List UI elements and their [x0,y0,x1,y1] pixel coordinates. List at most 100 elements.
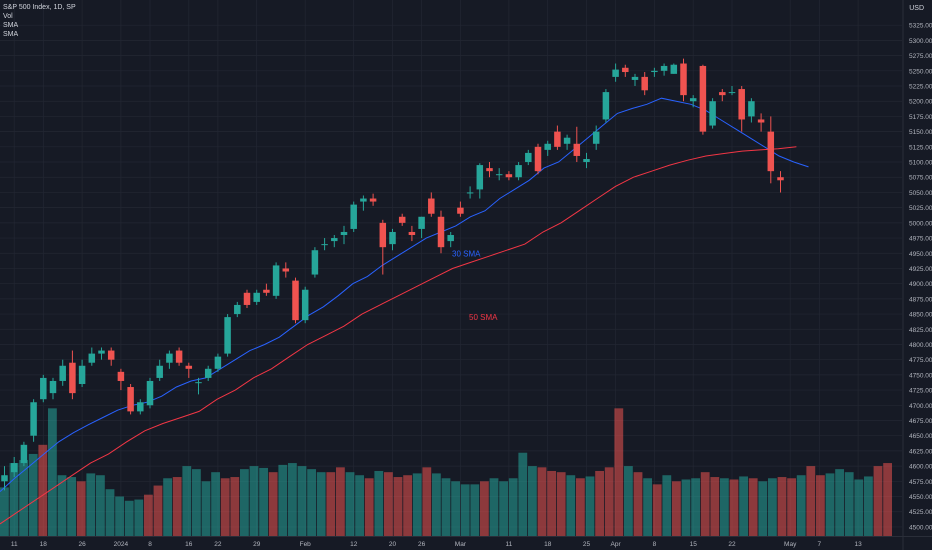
candle-body [554,131,561,147]
candle-body [137,402,144,412]
volume-bar [345,472,355,536]
x-tick-label: 16 [185,541,193,548]
candle-body [204,368,212,378]
y-tick-label: 4825.00 [909,327,932,334]
candle-body [1,475,8,482]
volume-bar [105,489,115,536]
x-tick-label: 13 [854,541,862,548]
y-tick-label: 5100.00 [909,160,932,167]
candle-body [214,356,222,369]
y-tick-label: 5000.00 [909,220,932,227]
volume-bar [211,472,220,536]
sma30-line [0,97,809,492]
volume-bar [499,481,508,536]
candle-body [156,365,163,378]
candle-body [175,350,183,363]
volume-bar [393,477,403,536]
candle-body [428,198,435,214]
candle-body [185,365,193,369]
candle-body [20,444,28,464]
volume-bar [307,469,316,536]
volume-bar [422,467,432,536]
volume-bar [748,478,758,536]
y-tick-label: 5225.00 [909,84,932,91]
candle-body [379,222,387,248]
candle-body [583,158,590,163]
candle-body [544,143,551,150]
volume-bar [864,476,873,536]
y-tick-label: 4775.00 [909,357,932,364]
volume-bar [201,481,211,536]
candle-body [146,380,154,406]
volume-bar [825,473,835,536]
candle-body [107,350,115,360]
y-tick-label: 4925.00 [909,266,932,273]
y-tick-label: 5325.00 [909,23,932,30]
candle-body [651,70,658,73]
y-tick-label: 5050.00 [909,190,932,197]
volume-bar [595,470,604,536]
volume-bar [326,472,336,536]
volume-bar [240,469,249,536]
candle-body [495,174,503,176]
candle-body [389,231,396,245]
candle-body [525,152,532,163]
candle-body [447,235,454,242]
candle-body [369,198,377,202]
volume-bar [576,478,585,536]
y-tick-label: 5300.00 [909,38,932,45]
y-tick-label: 4700.00 [909,403,932,410]
volume-bar [412,473,422,536]
volume-bar [441,478,451,536]
volume-bar [220,478,230,536]
volume-bar [144,494,153,536]
y-tick-label: 4875.00 [909,296,932,303]
volume-bar [451,481,460,536]
candle-body [757,119,765,123]
x-tick-label: 20 [389,541,397,548]
x-tick-label: May [784,541,797,548]
x-tick-label: 29 [253,541,261,548]
currency-label[interactable]: USD [909,5,924,12]
y-tick-label: 5250.00 [909,68,932,75]
x-tick-label: 26 [78,541,86,548]
candle-body [88,353,96,363]
volume-bar [268,472,278,536]
candle-body [719,92,726,96]
volume-bar [633,472,643,536]
y-tick-label: 4550.00 [909,494,932,501]
y-tick-label: 4900.00 [909,281,932,288]
y-tick-label: 5175.00 [909,114,932,121]
candle-body [301,289,309,321]
candle-body [767,131,775,172]
candle-body [272,265,280,296]
volume-bar [134,499,144,536]
candle-body [98,350,105,354]
volume-bar [249,466,259,536]
candle-body [350,204,357,229]
volume-bar [76,481,86,536]
volume-bar [547,470,556,536]
volume-bar [470,484,480,536]
x-tick-label: 15 [690,541,698,548]
candle-body [602,92,610,120]
volume-bar [0,487,9,536]
volume-bar [585,476,595,536]
candle-body [253,292,260,302]
volume-bar [691,478,700,536]
candle-body [592,131,600,144]
volume-bar [806,466,816,536]
volume-bar [192,469,201,536]
volume-bar [38,444,48,536]
sma30-annotation: 30 SMA [452,249,481,258]
volume-bar [883,463,892,536]
candle-body [282,268,290,272]
volume-bar [720,478,729,536]
candle-body [670,64,678,74]
candle-body [59,365,66,381]
volume-bar [403,475,412,536]
volume-bar [816,475,825,536]
x-tick-label: 22 [728,541,736,548]
